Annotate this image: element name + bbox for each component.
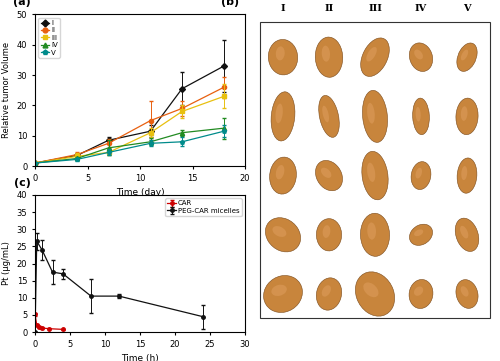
Text: II: II	[324, 4, 334, 13]
Y-axis label: Relative tumor Volume: Relative tumor Volume	[2, 42, 11, 138]
Ellipse shape	[457, 158, 477, 193]
Ellipse shape	[271, 92, 295, 141]
Ellipse shape	[410, 224, 432, 245]
Ellipse shape	[461, 106, 468, 121]
X-axis label: Time (day): Time (day)	[116, 188, 164, 197]
Text: (a): (a)	[13, 0, 31, 7]
Ellipse shape	[364, 282, 378, 297]
Ellipse shape	[368, 222, 376, 240]
Text: I: I	[280, 4, 285, 13]
Ellipse shape	[416, 107, 420, 122]
Ellipse shape	[414, 229, 423, 236]
Ellipse shape	[460, 286, 468, 297]
Ellipse shape	[360, 38, 390, 77]
Text: V: V	[463, 4, 471, 13]
Ellipse shape	[272, 285, 287, 296]
Ellipse shape	[316, 160, 342, 191]
Y-axis label: Pt (μg/mL): Pt (μg/mL)	[2, 242, 11, 286]
Ellipse shape	[411, 162, 431, 190]
Text: (c): (c)	[14, 178, 31, 188]
Ellipse shape	[316, 37, 342, 77]
Ellipse shape	[456, 98, 478, 135]
Ellipse shape	[276, 104, 283, 123]
Ellipse shape	[461, 166, 468, 180]
Ellipse shape	[367, 163, 376, 182]
Ellipse shape	[322, 106, 329, 122]
Ellipse shape	[362, 90, 388, 142]
Ellipse shape	[455, 218, 479, 252]
Ellipse shape	[321, 168, 332, 178]
Ellipse shape	[367, 103, 375, 123]
Ellipse shape	[268, 39, 298, 75]
Ellipse shape	[360, 213, 390, 256]
Text: (b): (b)	[221, 0, 240, 7]
Ellipse shape	[322, 225, 330, 238]
Legend: I, II, III, IV, V: I, II, III, IV, V	[38, 18, 60, 58]
Ellipse shape	[414, 49, 423, 60]
Ellipse shape	[457, 43, 477, 71]
Ellipse shape	[410, 43, 432, 71]
Ellipse shape	[414, 287, 423, 296]
Ellipse shape	[362, 151, 388, 200]
Ellipse shape	[460, 226, 468, 238]
Ellipse shape	[276, 165, 284, 179]
Ellipse shape	[356, 272, 395, 316]
Ellipse shape	[270, 157, 296, 194]
Ellipse shape	[409, 279, 433, 309]
Text: IV: IV	[415, 4, 427, 13]
Ellipse shape	[318, 95, 340, 137]
Ellipse shape	[272, 226, 286, 237]
Ellipse shape	[366, 47, 377, 61]
Ellipse shape	[316, 278, 342, 310]
Ellipse shape	[416, 168, 422, 178]
Ellipse shape	[322, 45, 330, 62]
Ellipse shape	[264, 275, 302, 313]
Legend: CAR, PEG-CAR micelles: CAR, PEG-CAR micelles	[166, 199, 242, 216]
Ellipse shape	[316, 219, 342, 251]
Ellipse shape	[266, 218, 300, 252]
Ellipse shape	[461, 49, 468, 60]
Text: III: III	[368, 4, 382, 13]
Ellipse shape	[412, 98, 430, 135]
X-axis label: Time (h): Time (h)	[121, 354, 159, 361]
Ellipse shape	[276, 46, 284, 60]
Ellipse shape	[322, 285, 331, 297]
Ellipse shape	[456, 280, 478, 308]
